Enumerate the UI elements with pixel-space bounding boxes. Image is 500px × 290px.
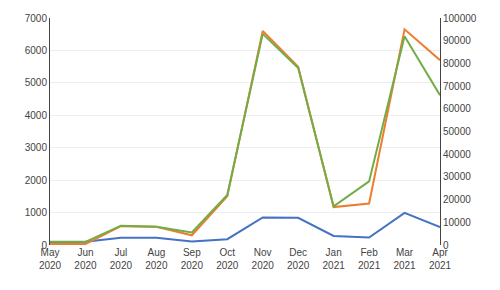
- svg-text:2000: 2000: [25, 175, 48, 186]
- svg-text:0: 0: [41, 240, 47, 251]
- svg-text:Sep2020: Sep2020: [181, 247, 204, 271]
- svg-text:Jan2021: Jan2021: [323, 247, 346, 271]
- svg-text:90000: 90000: [443, 35, 471, 46]
- svg-text:Mar2021: Mar2021: [393, 247, 416, 271]
- svg-text:70000: 70000: [443, 81, 471, 92]
- svg-text:30000: 30000: [443, 171, 471, 182]
- svg-text:4000: 4000: [25, 110, 48, 121]
- svg-text:Jul2020: Jul2020: [110, 247, 133, 271]
- svg-text:Apr2021: Apr2021: [429, 247, 452, 271]
- svg-text:Jun2020: Jun2020: [74, 247, 97, 271]
- svg-text:7000: 7000: [25, 13, 48, 24]
- svg-text:20000: 20000: [443, 194, 471, 205]
- svg-text:Oct2020: Oct2020: [216, 247, 239, 271]
- svg-text:10000: 10000: [443, 217, 471, 228]
- svg-text:Feb2021: Feb2021: [358, 247, 381, 271]
- svg-text:6000: 6000: [25, 45, 48, 56]
- svg-text:0: 0: [443, 240, 449, 251]
- svg-text:3000: 3000: [25, 142, 48, 153]
- svg-text:Dec2020: Dec2020: [287, 247, 310, 271]
- svg-text:60000: 60000: [443, 103, 471, 114]
- svg-text:40000: 40000: [443, 149, 471, 160]
- svg-text:80000: 80000: [443, 58, 471, 69]
- svg-text:May2020: May2020: [39, 247, 62, 271]
- svg-text:50000: 50000: [443, 126, 471, 137]
- svg-text:Aug2020: Aug2020: [145, 247, 168, 271]
- svg-text:5000: 5000: [25, 77, 48, 88]
- svg-text:Nov2020: Nov2020: [252, 247, 275, 271]
- svg-text:100000: 100000: [443, 13, 477, 24]
- svg-text:1000: 1000: [25, 207, 48, 218]
